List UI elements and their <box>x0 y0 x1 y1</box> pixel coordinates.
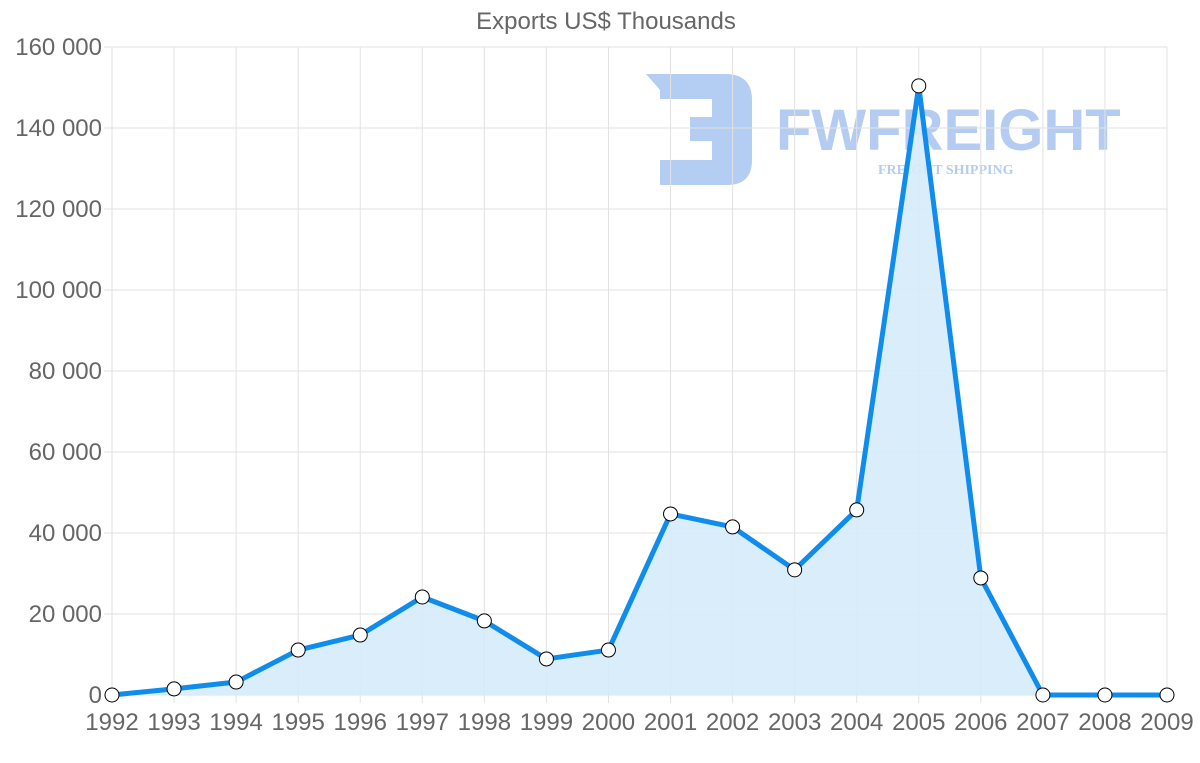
x-tick-label: 1998 <box>458 709 511 736</box>
data-point[interactable] <box>290 642 306 658</box>
data-point[interactable] <box>1159 687 1175 703</box>
data-point[interactable] <box>973 570 989 586</box>
x-tick-label: 1992 <box>85 709 138 736</box>
x-tick-label: 2003 <box>768 709 821 736</box>
x-tick-label: 2002 <box>706 709 759 736</box>
data-point[interactable] <box>663 506 679 522</box>
data-point[interactable] <box>414 589 430 605</box>
x-tick-label: 2004 <box>830 709 883 736</box>
data-point[interactable] <box>1097 687 1113 703</box>
chart-title: Exports US$ Thousands <box>476 8 736 35</box>
data-line <box>111 83 1167 698</box>
data-point[interactable] <box>911 78 927 94</box>
y-tick-label: 20 000 <box>29 601 102 628</box>
fwfreight-watermark: FWFREIGHT FREIGHT SHIPPING <box>646 74 1121 185</box>
y-tick-label: 40 000 <box>29 520 102 547</box>
x-tick-label: 2009 <box>1140 709 1193 736</box>
data-point[interactable] <box>600 642 616 658</box>
data-point[interactable] <box>1035 687 1051 703</box>
data-point[interactable] <box>228 674 244 690</box>
data-point[interactable] <box>352 627 368 643</box>
y-tick-label: 140 000 <box>15 115 102 142</box>
data-area <box>111 83 1167 698</box>
data-point[interactable] <box>787 562 803 578</box>
data-point[interactable] <box>725 519 741 535</box>
data-point[interactable] <box>538 651 554 667</box>
y-tick-label: 80 000 <box>29 358 102 385</box>
data-point[interactable] <box>476 613 492 629</box>
data-point[interactable] <box>166 681 182 697</box>
y-tick-label: 100 000 <box>15 277 102 304</box>
x-tick-label: 2005 <box>892 709 945 736</box>
x-tick-label: 2007 <box>1016 709 1069 736</box>
y-tick-label: 60 000 <box>29 439 102 466</box>
x-tick-label: 1994 <box>209 709 262 736</box>
data-point[interactable] <box>849 502 865 518</box>
watermark-tagline: FREIGHT SHIPPING <box>878 163 1014 178</box>
y-tick-label: 160 000 <box>15 34 102 61</box>
y-tick-label: 120 000 <box>15 196 102 223</box>
data-point[interactable] <box>104 687 120 703</box>
area-fill <box>112 85 1167 695</box>
x-tick-label: 2001 <box>644 709 697 736</box>
x-tick-label: 1997 <box>396 709 449 736</box>
x-tick-label: 1995 <box>271 709 324 736</box>
x-tick-label: 2006 <box>954 709 1007 736</box>
fwfreight-logo-icon <box>646 74 752 185</box>
data-points <box>104 78 1175 703</box>
x-tick-label: 2000 <box>582 709 635 736</box>
y-tick-label: 0 <box>89 682 102 709</box>
x-axis: 1992 1993 1994 1995 1996 1997 1998 1999 2000 2001… <box>85 709 1193 736</box>
x-tick-label: 1993 <box>147 709 200 736</box>
x-tick-label: 2008 <box>1078 709 1131 736</box>
watermark-brand: FWFREIGHT <box>776 98 1121 163</box>
x-tick-label: 1996 <box>334 709 387 736</box>
x-tick-label: 1999 <box>520 709 573 736</box>
y-axis: 0 20 000 40 000 60 000 80 000 100 000 120 000 1… <box>15 34 102 709</box>
